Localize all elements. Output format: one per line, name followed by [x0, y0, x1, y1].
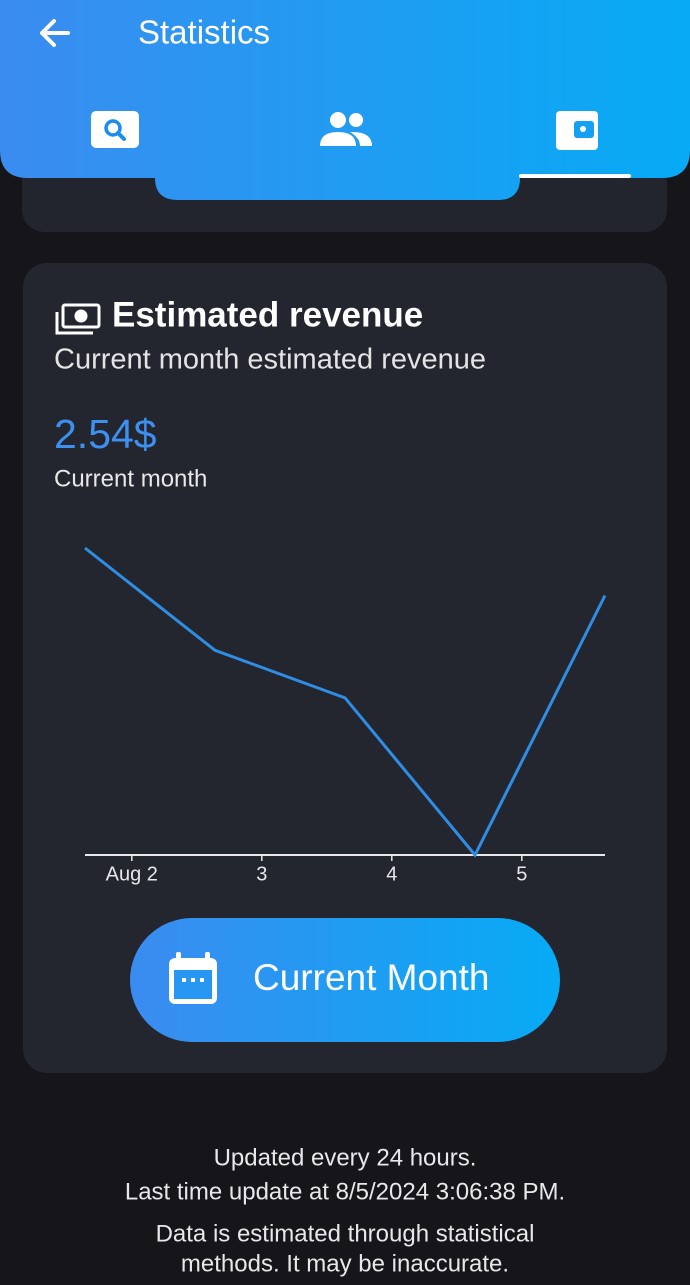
footer-text: Updated every 24 hours.	[214, 1144, 477, 1171]
current-month-button[interactable]: Current Month	[130, 918, 560, 1042]
tab-indicator	[519, 174, 631, 178]
money-icon	[55, 303, 101, 335]
card-subtitle: Current month estimated revenue	[54, 344, 486, 376]
revenue-card	[23, 263, 667, 1073]
button-label[interactable]: Current Month	[253, 957, 490, 998]
x-tick-label: 4	[386, 863, 397, 885]
tab-users[interactable]	[320, 112, 372, 146]
footer-text: Data is estimated through statistical	[156, 1220, 535, 1247]
header-title: Statistics	[138, 14, 270, 51]
tab-search[interactable]	[91, 111, 139, 148]
app-header	[0, 0, 690, 200]
tab-wallet[interactable]	[556, 111, 598, 150]
back-button[interactable]	[40, 19, 70, 47]
x-tick-label: Aug 2	[106, 863, 158, 885]
total-value: 2.54$	[54, 411, 157, 457]
total-label: Current month	[54, 465, 207, 492]
x-tick-label: 5	[516, 863, 527, 885]
data-line	[84, 546, 607, 858]
footer-text: Last time update at 8/5/2024 3:06:38 PM.	[125, 1178, 565, 1205]
footer: Updated every 24 hours. Last time update …	[125, 1144, 565, 1277]
footer-text: methods. It may be inaccurate.	[181, 1250, 509, 1277]
card-title: Estimated revenue	[112, 295, 423, 334]
chart: Aug 2 3 4 5	[84, 546, 607, 885]
x-tick-label: 3	[256, 863, 267, 885]
